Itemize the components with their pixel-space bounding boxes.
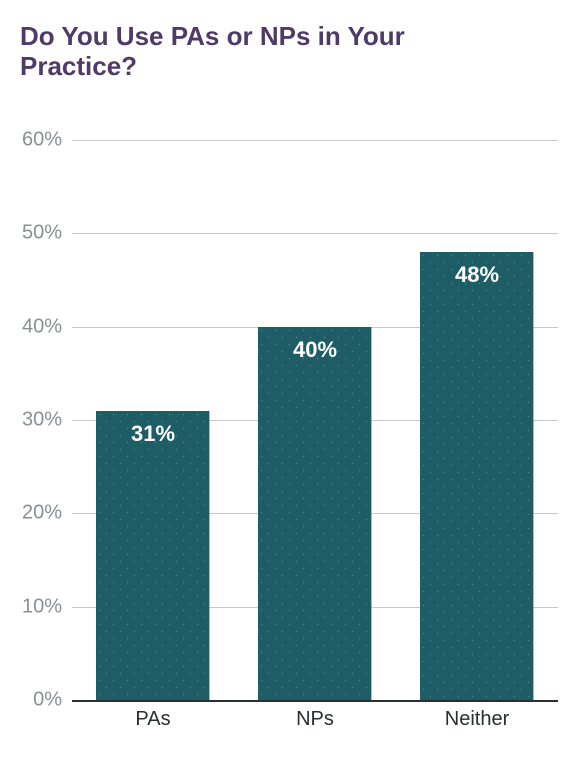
y-axis-tick-label: 30% [6,409,62,432]
y-axis-tick-label: 50% [6,222,62,245]
chart-title: Do You Use PAs or NPs in Your Practice? [20,22,450,82]
grid-line [72,233,558,234]
bar [96,411,209,700]
x-axis-category-label: NPs [296,708,334,731]
chart-plot-area: 0%10%20%30%40%50%60%31%PAs40%NPs48%Neith… [72,140,558,700]
bar-value-label: 48% [455,262,499,288]
x-axis-category-label: PAs [135,708,170,731]
grid-line [72,140,558,141]
bar [258,327,371,700]
bar-value-label: 31% [131,421,175,447]
bar-value-label: 40% [293,337,337,363]
y-axis-tick-label: 40% [6,315,62,338]
y-axis-tick-label: 60% [6,129,62,152]
y-axis-tick-label: 20% [6,502,62,525]
x-axis-category-label: Neither [445,708,509,731]
x-axis-line [72,700,558,702]
y-axis-tick-label: 10% [6,595,62,618]
page: Do You Use PAs or NPs in Your Practice? … [0,0,580,758]
bar [420,252,533,700]
y-axis-tick-label: 0% [6,689,62,712]
